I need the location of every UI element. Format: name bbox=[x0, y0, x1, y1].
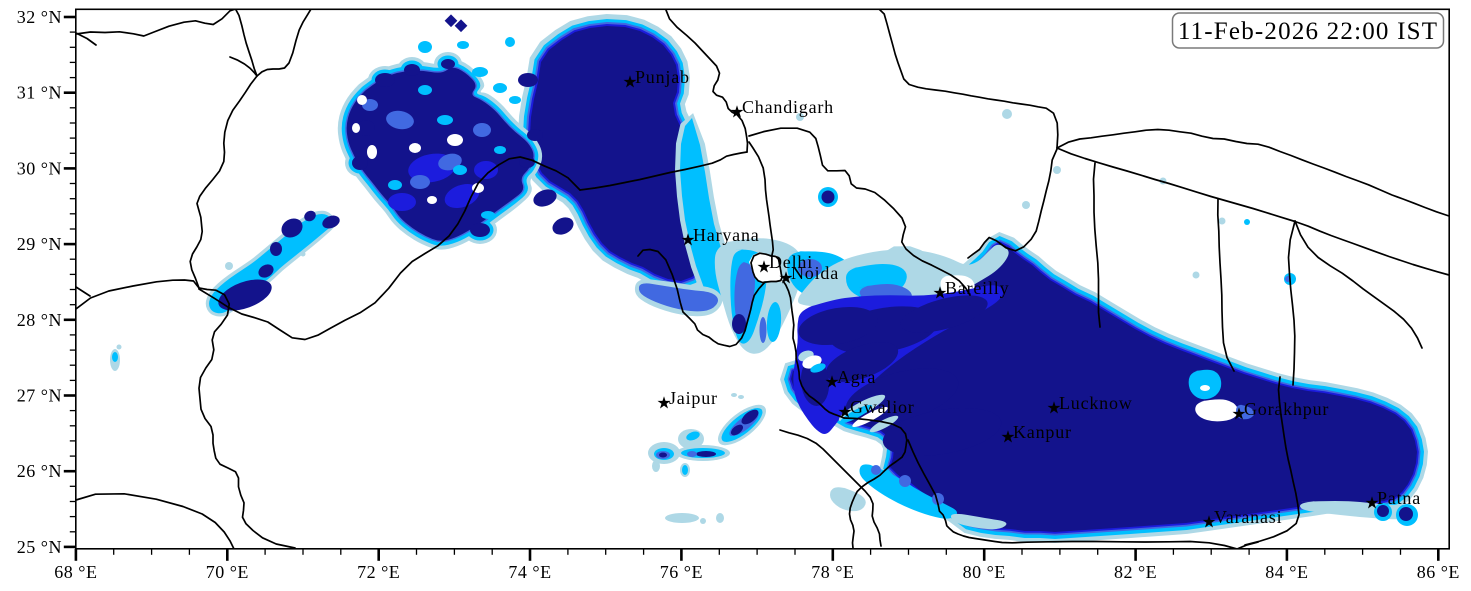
svg-text:Noida: Noida bbox=[791, 263, 839, 283]
svg-text:Patna: Patna bbox=[1377, 488, 1421, 508]
svg-text:31 °N: 31 °N bbox=[17, 83, 62, 103]
svg-text:Haryana: Haryana bbox=[693, 225, 760, 245]
svg-text:27 °N: 27 °N bbox=[17, 386, 62, 406]
svg-text:82 °E: 82 °E bbox=[1114, 562, 1157, 582]
svg-text:Bareilly: Bareilly bbox=[945, 278, 1009, 298]
svg-text:76 °E: 76 °E bbox=[660, 562, 703, 582]
svg-text:Punjab: Punjab bbox=[635, 67, 690, 87]
svg-text:Delhi: Delhi bbox=[769, 252, 813, 272]
svg-text:26 °N: 26 °N bbox=[17, 461, 62, 481]
svg-text:Gorakhpur: Gorakhpur bbox=[1244, 399, 1329, 419]
svg-text:32 °N: 32 °N bbox=[17, 7, 62, 27]
svg-text:70 °E: 70 °E bbox=[206, 562, 249, 582]
svg-text:Jaipur: Jaipur bbox=[669, 388, 718, 408]
svg-text:78 °E: 78 °E bbox=[811, 562, 854, 582]
svg-text:30 °N: 30 °N bbox=[17, 158, 62, 178]
svg-text:Gwalior: Gwalior bbox=[850, 397, 915, 417]
svg-text:84 °E: 84 °E bbox=[1265, 562, 1308, 582]
svg-text:Chandigarh: Chandigarh bbox=[742, 97, 834, 117]
svg-text:28 °N: 28 °N bbox=[17, 310, 62, 330]
svg-text:Varanasi: Varanasi bbox=[1214, 507, 1282, 527]
svg-text:72 °E: 72 °E bbox=[357, 562, 400, 582]
svg-text:11-Feb-2026 22:00 IST: 11-Feb-2026 22:00 IST bbox=[1178, 18, 1438, 45]
svg-text:86 °E: 86 °E bbox=[1417, 562, 1460, 582]
svg-text:29 °N: 29 °N bbox=[17, 234, 62, 254]
svg-text:80 °E: 80 °E bbox=[963, 562, 1006, 582]
svg-text:68 °E: 68 °E bbox=[54, 562, 97, 582]
svg-text:Lucknow: Lucknow bbox=[1059, 393, 1133, 413]
svg-text:Agra: Agra bbox=[837, 367, 876, 387]
svg-text:25 °N: 25 °N bbox=[17, 537, 62, 557]
svg-text:Kanpur: Kanpur bbox=[1013, 422, 1072, 442]
svg-text:74 °E: 74 °E bbox=[508, 562, 551, 582]
